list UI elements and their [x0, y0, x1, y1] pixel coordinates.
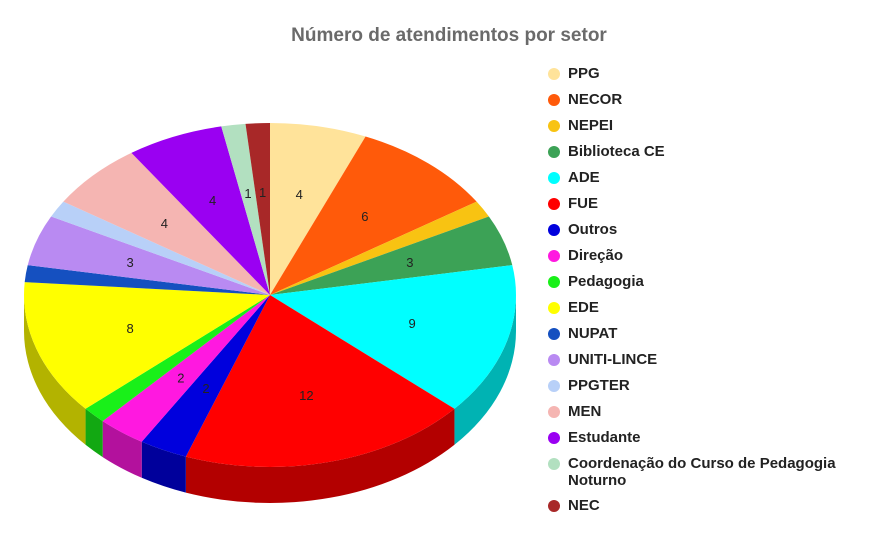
legend-label: FUE — [568, 195, 598, 212]
legend-marker — [548, 380, 560, 392]
legend-marker — [548, 328, 560, 340]
legend-item-necor: NECOR — [546, 91, 871, 117]
legend-marker — [548, 302, 560, 314]
pie-side-direcao — [102, 421, 142, 478]
legend-label: NUPAT — [568, 325, 618, 342]
legend-item-coordenacao-do-curso-de-pedagogia-noturno: Coordenação do Curso de Pedagogia Noturn… — [546, 455, 871, 497]
data-label-ade: 9 — [408, 316, 415, 331]
data-label-necor: 6 — [361, 209, 368, 224]
data-label-uniti-lince: 3 — [126, 255, 133, 270]
pie-side-fue — [185, 408, 455, 503]
pie-slice-direcao — [102, 295, 270, 442]
legend-marker — [548, 458, 560, 470]
legend-marker — [548, 250, 560, 262]
legend-item-nec: NEC — [546, 497, 871, 523]
legend-item-outros: Outros — [546, 221, 871, 247]
pie-chart: 4 6 3 9 12 2 2 8 3 4 4 1 1 — [23, 123, 516, 503]
pie-slice-ppgter — [51, 201, 270, 295]
pie-side-pedagogia — [85, 408, 103, 458]
chart-title: Número de atendimentos por setor — [291, 25, 607, 46]
legend-item-fue: FUE — [546, 195, 871, 221]
legend-label: EDE — [568, 299, 599, 316]
legend-label: PPG — [568, 65, 600, 82]
legend-item-nupat: NUPAT — [546, 325, 871, 351]
legend-label: Pedagogia — [568, 273, 644, 290]
pie-slice-ppg — [270, 123, 366, 295]
pie-slice-nepei — [270, 201, 489, 295]
legend-marker — [548, 406, 560, 418]
legend-label: PPGTER — [568, 377, 630, 394]
legend-marker — [548, 432, 560, 444]
legend-item-ppg: PPG — [546, 65, 871, 91]
pie-slice-nec — [245, 123, 270, 295]
legend-marker — [548, 198, 560, 210]
data-label-fue: 12 — [299, 388, 313, 403]
legend-item-ede: EDE — [546, 299, 871, 325]
legend-marker — [548, 276, 560, 288]
legend-marker — [548, 500, 560, 512]
legend-item-ade: ADE — [546, 169, 871, 195]
pie-slice-ade — [270, 265, 516, 409]
legend-item-biblioteca-ce: Biblioteca CE — [546, 143, 871, 169]
legend-marker — [548, 354, 560, 366]
legend-marker — [548, 120, 560, 132]
pie-slice-necor — [270, 136, 477, 295]
data-label-men: 4 — [161, 216, 168, 231]
pie-slice-men — [63, 152, 270, 295]
legend-item-men: MEN — [546, 403, 871, 429]
legend-label: Outros — [568, 221, 618, 238]
pie-slice-nupat — [24, 265, 270, 295]
data-label-estudante: 4 — [209, 193, 216, 208]
data-label-ede: 8 — [126, 321, 133, 336]
pie-slice-uniti-lince — [27, 216, 271, 295]
pie-slice-biblioteca-ce — [270, 216, 513, 295]
legend-item-estudante: Estudante — [546, 429, 871, 455]
legend-item-ppgter: PPGTER — [546, 377, 871, 403]
pie-slice-coordenacao-do-curso-de-pedagogia-noturno — [221, 123, 270, 295]
legend-item-direcao: Direção — [546, 247, 871, 273]
pie-slice-pedagogia — [85, 295, 270, 422]
data-label-biblioteca-ce: 3 — [406, 255, 413, 270]
data-label-ppg: 4 — [296, 187, 303, 202]
legend-label: UNITI-LINCE — [568, 351, 658, 368]
legend-label: Estudante — [568, 429, 641, 446]
legend-label: Coordenação do Curso de Pedagogia Noturn… — [568, 455, 836, 489]
legend-label: NECOR — [568, 91, 623, 108]
legend-label: Biblioteca CE — [568, 143, 665, 160]
data-label-outros: 2 — [202, 381, 209, 396]
pie-slice-ede — [23, 282, 270, 409]
pie-side-ade — [454, 295, 516, 445]
pie-slice-outros — [141, 295, 270, 457]
legend-marker — [548, 146, 560, 158]
legend-item-pedagogia: Pedagogia — [546, 273, 871, 299]
pie-side-ede — [24, 295, 86, 445]
legend-marker — [548, 224, 560, 236]
data-label-nec: 1 — [259, 185, 266, 200]
data-label-direcao: 2 — [177, 370, 184, 385]
legend-item-nepei: NEPEI — [546, 117, 871, 143]
data-label-coordenacao-do-curso-de-pedagogia-noturno: 1 — [244, 186, 251, 201]
legend-marker — [548, 172, 560, 184]
pie-slice-fue — [185, 295, 455, 467]
legend-item-uniti-lince: UNITI-LINCE — [546, 351, 871, 377]
legend-label: Direção — [568, 247, 624, 264]
chart-legend: PPG NECOR NEPEI Biblioteca CE ADE FUE Outros Di… — [546, 65, 871, 523]
pie-side-outros — [141, 441, 186, 493]
legend-label: NEC — [568, 497, 600, 514]
pie-slice-estudante — [131, 126, 270, 295]
legend-label: ADE — [568, 169, 600, 186]
legend-marker — [548, 94, 560, 106]
legend-label: MEN — [568, 403, 602, 420]
legend-marker — [548, 68, 560, 80]
legend-label: NEPEI — [568, 117, 614, 134]
